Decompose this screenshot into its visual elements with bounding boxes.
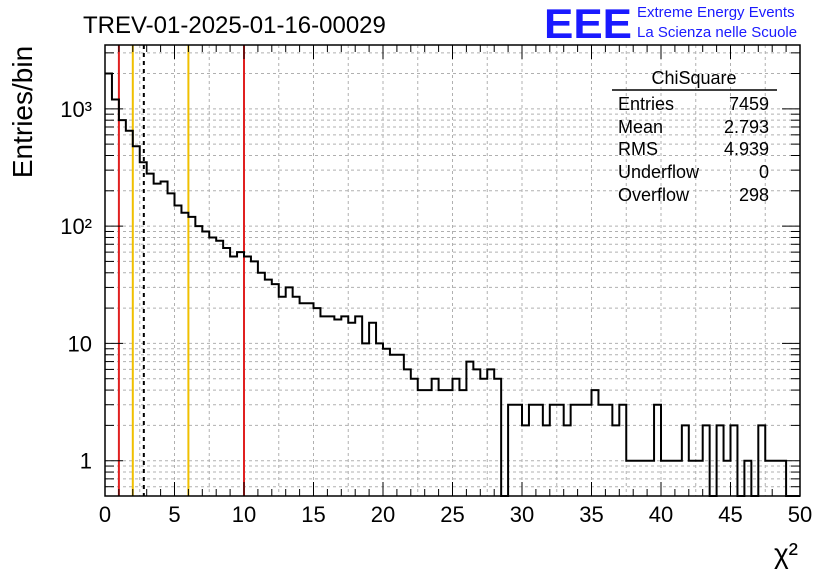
marker-lines: [117, 45, 245, 496]
x-tick-labels: 0 5 10 15 20 25 30 35 40 45 50: [99, 502, 812, 527]
x-tick-label: 5: [168, 502, 180, 527]
x-tick-label: 15: [301, 502, 325, 527]
stats-label: Overflow: [618, 185, 690, 205]
stats-value: 0: [759, 162, 769, 182]
x-tick-label: 35: [579, 502, 603, 527]
chart-title: TREV-01-2025-01-16-00029: [83, 12, 386, 39]
stats-label: Mean: [618, 117, 663, 137]
x-axis-title: χ²: [774, 538, 798, 569]
x-tick-label: 20: [371, 502, 395, 527]
stats-label: Entries: [618, 94, 674, 114]
stats-box: ChiSquare Entries 7459 Mean 2.793 RMS 4.…: [612, 68, 777, 205]
y-tick-label: 1: [80, 449, 92, 474]
histogram-series: [105, 72, 800, 497]
x-tick-label: 30: [510, 502, 534, 527]
x-tick-label: 10: [232, 502, 256, 527]
stats-title: ChiSquare: [651, 68, 736, 88]
logo-line-2: La Scienza nelle Scuole: [637, 24, 797, 41]
x-tick-label: 45: [718, 502, 742, 527]
x-tick-label: 40: [649, 502, 673, 527]
stats-label: Underflow: [618, 162, 700, 182]
stats-label: RMS: [618, 139, 658, 159]
axis-ticks: [104, 45, 801, 496]
stats-value: 7459: [729, 94, 769, 114]
eee-logo: EEE Extreme Energy Events La Scienza nel…: [544, 0, 797, 47]
chart-grid: [105, 45, 800, 496]
stats-value: 2.793: [724, 117, 769, 137]
y-tick-label: 10³: [60, 97, 92, 122]
stats-value: 298: [739, 185, 769, 205]
eee-logo-mark: EEE: [544, 0, 632, 47]
x-tick-label: 25: [440, 502, 464, 527]
x-tick-label: 50: [788, 502, 812, 527]
stats-value: 4.939: [724, 139, 769, 159]
logo-line-1: Extreme Energy Events: [637, 4, 795, 21]
y-tick-label: 10²: [60, 214, 92, 239]
y-tick-labels: 1 10 10² 10³: [60, 97, 92, 474]
y-tick-label: 10: [68, 331, 92, 356]
x-tick-label: 0: [99, 502, 111, 527]
y-axis-title: Entries/bin: [7, 46, 38, 178]
